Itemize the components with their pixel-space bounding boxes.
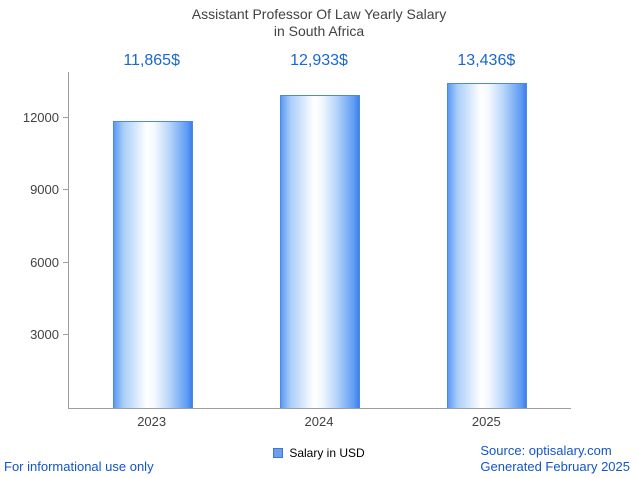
y-tick-label: 3000 bbox=[30, 327, 59, 343]
chart-title-line1: Assistant Professor Of Law Yearly Salary bbox=[191, 6, 447, 22]
source-block: Source: optisalary.com Generated Februar… bbox=[480, 443, 630, 475]
bar-value-label: 12,933$ bbox=[290, 52, 348, 69]
legend-item[interactable]: Salary in USD bbox=[0, 446, 638, 460]
bar-value-label: 11,865$ bbox=[123, 52, 180, 69]
x-tick-label: 2025 bbox=[471, 414, 501, 429]
y-tick-label: 9000 bbox=[30, 182, 59, 198]
y-tick-label: 6000 bbox=[30, 254, 59, 270]
bar-value-labels: 11,865$ 12,933$ 13,436$ bbox=[68, 50, 570, 72]
x-tick-label: 2023 bbox=[137, 414, 167, 429]
chart-title: Assistant Professor Of Law Yearly Salary… bbox=[0, 6, 638, 40]
y-tick-mark bbox=[63, 116, 69, 118]
y-tick-mark bbox=[63, 189, 69, 191]
generated-text: Generated February 2025 bbox=[480, 459, 630, 474]
bar-2024 bbox=[280, 95, 360, 408]
source-link[interactable]: Source: optisalary.com bbox=[480, 443, 612, 458]
disclaimer-text: For informational use only bbox=[4, 459, 154, 474]
chart-title-line2: in South Africa bbox=[273, 23, 365, 39]
bar-2023 bbox=[112, 121, 193, 408]
x-tick-label: 2024 bbox=[304, 414, 334, 429]
legend-label: Salary in USD bbox=[289, 446, 365, 460]
y-tick-mark bbox=[63, 334, 69, 336]
y-tick-label: 12000 bbox=[22, 109, 59, 125]
bar-value-label: 13,436$ bbox=[457, 52, 516, 69]
x-axis-labels: 2023 2024 2025 bbox=[68, 414, 570, 432]
plot-area: 3000 6000 9000 12000 bbox=[23, 72, 571, 409]
y-tick-mark bbox=[63, 261, 69, 263]
bar-2025 bbox=[447, 83, 528, 408]
legend-swatch-icon bbox=[273, 448, 284, 458]
